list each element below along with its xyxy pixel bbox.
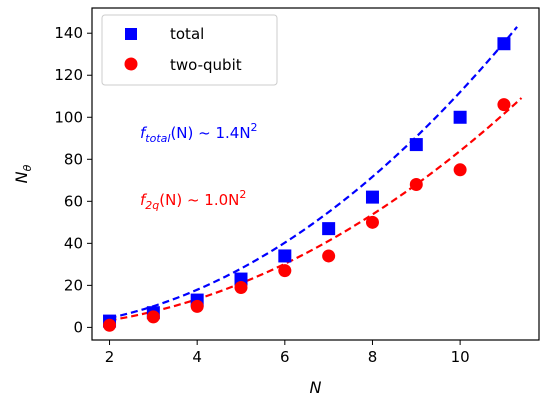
fit-curve-two-qubit — [109, 97, 523, 322]
y-tick-label: 20 — [64, 276, 83, 294]
data-point-two-qubit — [190, 299, 204, 313]
data-point-total — [322, 222, 336, 236]
data-point-two-qubit — [278, 264, 292, 278]
data-point-total — [409, 138, 423, 152]
y-tick-label: 0 — [73, 318, 83, 336]
data-point-two-qubit — [365, 215, 379, 229]
y-tick-label: 60 — [64, 192, 83, 210]
data-point-total — [278, 249, 292, 263]
data-point-total — [453, 110, 467, 124]
legend-label-two-qubit: two-qubit — [170, 56, 242, 74]
x-tick-label: 2 — [105, 348, 115, 366]
x-tick-label: 6 — [280, 348, 290, 366]
data-point-two-qubit — [322, 249, 336, 263]
data-point-two-qubit — [103, 318, 117, 332]
annotation-fit-total: ftotal(N) ~ 1.4N2 — [140, 121, 258, 145]
y-axis-label: Nθ — [12, 164, 34, 183]
legend-marker-two-qubit — [124, 57, 138, 71]
y-tick-label: 140 — [54, 24, 83, 42]
data-point-total — [497, 37, 511, 51]
y-tick-label: 40 — [64, 234, 83, 252]
data-point-two-qubit — [234, 280, 248, 294]
data-point-two-qubit — [146, 310, 160, 324]
y-tick-label: 120 — [54, 66, 83, 84]
data-markers — [103, 37, 511, 332]
data-point-total — [365, 190, 379, 204]
legend: total two-qubit — [101, 14, 278, 86]
legend-marker-total — [125, 28, 137, 40]
x-axis-label: N — [310, 378, 322, 397]
y-tick-label: 100 — [54, 108, 83, 126]
x-tick-label: 10 — [451, 348, 470, 366]
plot-frame — [91, 7, 540, 341]
fit-curves — [109, 26, 523, 322]
legend-frame — [101, 14, 278, 86]
y-axis-label-subscript: θ — [21, 164, 34, 171]
data-point-two-qubit — [497, 98, 511, 112]
fit-curve-total — [109, 26, 518, 320]
y-tick-label: 80 — [64, 150, 83, 168]
data-point-two-qubit — [453, 163, 467, 177]
legend-label-total: total — [170, 25, 204, 43]
x-tick-label: 4 — [192, 348, 202, 366]
data-point-two-qubit — [409, 178, 423, 192]
x-tick-label: 8 — [368, 348, 378, 366]
annotation-fit-two-qubit: f2q(N) ~ 1.0N2 — [140, 188, 246, 212]
